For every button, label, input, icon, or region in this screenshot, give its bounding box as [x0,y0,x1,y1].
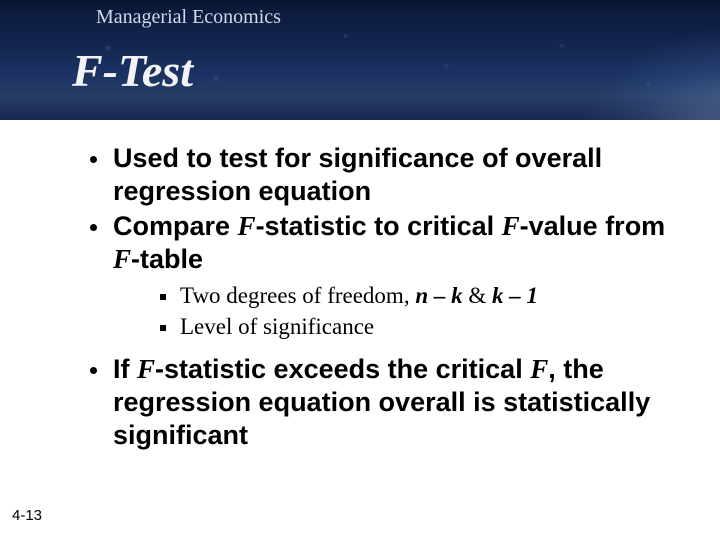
page-number: 4-13 [12,507,42,524]
course-name: Managerial Economics [96,6,281,29]
bullet-level2: Level of significance [160,313,680,342]
bullet-text: If F-statistic exceeds the critical F, t… [113,353,680,452]
text-run: -statistic to critical [256,211,502,241]
bullet-dot-icon [90,224,97,231]
content-area: Used to test for significance of overall… [0,120,720,452]
text-run: Compare [113,211,238,241]
title-band: Managerial Economics F-Test [0,0,720,120]
italic-F: F [238,211,256,241]
italic-F: F [530,354,548,384]
bullet-text: Two degrees of freedom, n – k & k – 1 [180,282,538,311]
italic-F: F [502,211,520,241]
math-expr: k – 1 [492,283,538,308]
title-band-swoop [480,0,720,120]
text-run: -statistic exceeds the critical [155,354,530,384]
math-expr: n – k [415,283,462,308]
italic-F: F [113,244,131,274]
bullet-text: Compare F-statistic to critical F-value … [113,210,680,276]
bullet-level1: Used to test for significance of overall… [90,142,680,208]
slide-title: F-Test [72,44,193,97]
bullet-text: Used to test for significance of overall… [113,142,680,208]
text-run: If [113,354,137,384]
text-run: & [463,283,492,308]
bullet-level1: Compare F-statistic to critical F-value … [90,210,680,276]
text-run: -value from [520,211,666,241]
bullet-dot-icon [90,367,97,374]
italic-F: F [137,354,155,384]
bullet-text: Level of significance [180,313,374,342]
text-run: Two degrees of freedom, [180,283,415,308]
bullet-dot-icon [160,325,166,331]
text-run: -table [131,244,203,274]
bullet-level2: Two degrees of freedom, n – k & k – 1 [160,282,680,311]
bullet-level1: If F-statistic exceeds the critical F, t… [90,353,680,452]
sub-bullet-group: Two degrees of freedom, n – k & k – 1 Le… [64,282,680,342]
bullet-dot-icon [90,156,97,163]
bullet-dot-icon [160,294,166,300]
